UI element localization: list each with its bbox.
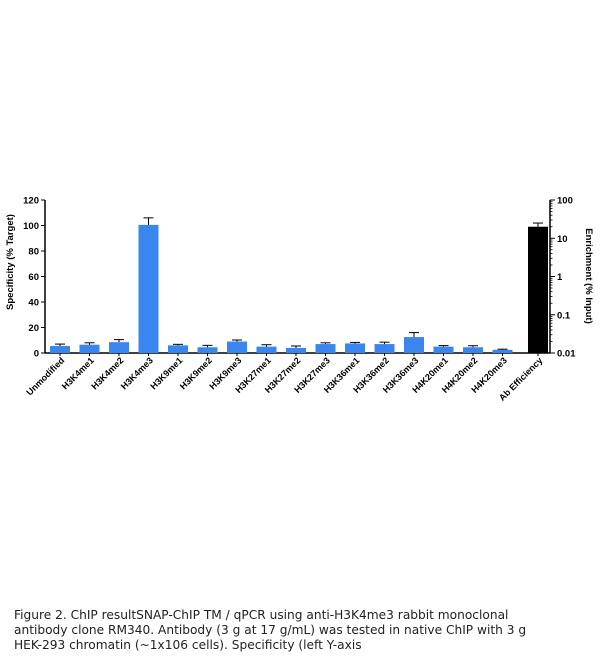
bar	[168, 345, 188, 353]
y-tick-label-right: 100	[557, 196, 573, 207]
y-tick-label-left: 20	[28, 323, 39, 334]
caption-line-1: Figure 2. ChIP resultSNAP-ChIP TM / qPCR…	[14, 608, 509, 622]
y-tick-label-left: 120	[23, 196, 39, 207]
y-tick-label-right: 10	[557, 234, 568, 245]
y-axis-label-left: Specificity (% Target)	[5, 214, 16, 310]
y-tick-label-left: 80	[28, 247, 39, 258]
y-tick-label-right: 1	[557, 272, 563, 283]
bar	[463, 347, 483, 353]
bar	[138, 224, 159, 353]
y-tick-label-left: 100	[23, 221, 39, 232]
caption-line-2: antibody clone RM340. Antibody (3 g at 1…	[14, 623, 527, 637]
y-tick-label-left: 60	[28, 272, 39, 283]
bar	[345, 343, 365, 353]
ab-efficiency-bar	[528, 226, 548, 353]
bar	[286, 347, 306, 353]
bar	[315, 344, 336, 353]
bar	[492, 349, 513, 353]
bar	[197, 347, 218, 353]
bar	[404, 337, 424, 353]
bar	[256, 346, 277, 353]
bar	[50, 345, 70, 353]
bar	[433, 346, 454, 353]
y-axis-label-right: Enrichment (% Input)	[583, 228, 594, 324]
bar	[374, 344, 395, 353]
x-tick-label: Unmodified	[24, 355, 66, 397]
bar	[79, 344, 100, 353]
figure-caption: Figure 2. ChIP resultSNAP-ChIP TM / qPCR…	[14, 608, 589, 653]
y-tick-label-left: 40	[28, 298, 39, 309]
y-tick-label-right: 0.01	[557, 349, 576, 360]
y-tick-label-left: 0	[34, 349, 39, 360]
caption-line-3: HEK-293 chromatin (~1x106 cells). Specif…	[14, 638, 362, 652]
bar	[227, 341, 247, 353]
bar	[109, 342, 129, 353]
y-tick-label-right: 0.1	[557, 310, 571, 321]
